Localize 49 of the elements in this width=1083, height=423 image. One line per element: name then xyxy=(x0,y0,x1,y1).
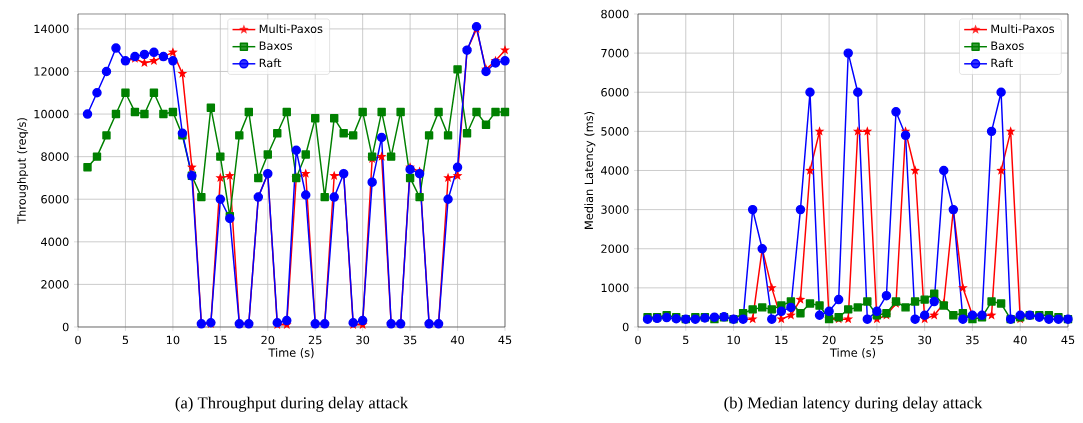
y-tick-label: 4000 xyxy=(41,237,69,247)
text: (a) Throughput during delay attack xyxy=(175,396,409,412)
x-tick-label: 25 xyxy=(870,335,884,345)
y-tick-label: 7000 xyxy=(601,48,629,58)
y-axis-title: Throughput (req/s) xyxy=(17,118,29,224)
y-tick-label: 0 xyxy=(622,322,629,332)
x-tick-label: 20 xyxy=(261,335,275,345)
y-tick-label: 6000 xyxy=(41,194,69,204)
x-tick-label: 5 xyxy=(122,335,129,345)
legend-label: Raft xyxy=(259,58,282,68)
y-tick-label: 2000 xyxy=(601,244,629,254)
x-tick-label: 30 xyxy=(918,335,932,345)
y-tick-label: 0 xyxy=(62,322,69,332)
x-axis-title: Time (s) xyxy=(268,348,314,359)
x-axis-title: Time (s) xyxy=(829,348,876,359)
legend-label: Baxos xyxy=(259,41,293,50)
x-tick-label: 20 xyxy=(822,335,836,345)
x-tick-label: 10 xyxy=(727,335,741,345)
x-tick-label: 10 xyxy=(166,335,180,345)
x-tick-label: 30 xyxy=(356,335,370,345)
legend-label: Baxos xyxy=(991,41,1024,50)
y-tick-label: 10000 xyxy=(34,109,69,119)
y-tick-label: 12000 xyxy=(34,67,69,76)
y-tick-label: 8000 xyxy=(601,9,629,19)
x-tick-label: 5 xyxy=(683,335,689,345)
x-tick-label: 35 xyxy=(403,335,417,345)
x-tick-label: 15 xyxy=(214,335,227,345)
x-tick-label: 35 xyxy=(966,335,979,345)
legend-label: Multi-Paxos xyxy=(991,24,1055,34)
y-tick-label: 4000 xyxy=(600,166,629,175)
y-tick-label: 14000 xyxy=(34,24,69,34)
x-tick-label: 40 xyxy=(450,335,465,345)
y-axis-title: Median Latency (ms) xyxy=(584,111,596,229)
y-tick-label: 5000 xyxy=(601,127,629,136)
x-tick-label: 0 xyxy=(635,335,641,345)
x-tick-label: 45 xyxy=(1061,335,1075,345)
text: (b) Median latency during delay attack xyxy=(724,396,983,412)
legend-label: Raft xyxy=(991,58,1013,68)
legend-label: Multi-Paxos xyxy=(259,24,323,34)
x-tick-label: 40 xyxy=(1013,335,1027,345)
y-tick-label: 6000 xyxy=(601,87,629,97)
y-tick-label: 1000 xyxy=(601,283,629,293)
y-tick-label: 8000 xyxy=(41,152,69,161)
x-tick-label: 45 xyxy=(498,335,512,345)
x-tick-label: 0 xyxy=(75,335,81,345)
x-tick-label: 25 xyxy=(308,335,322,345)
x-tick-label: 15 xyxy=(775,335,788,345)
y-tick-label: 2000 xyxy=(41,280,69,289)
y-tick-label: 3000 xyxy=(601,205,629,214)
